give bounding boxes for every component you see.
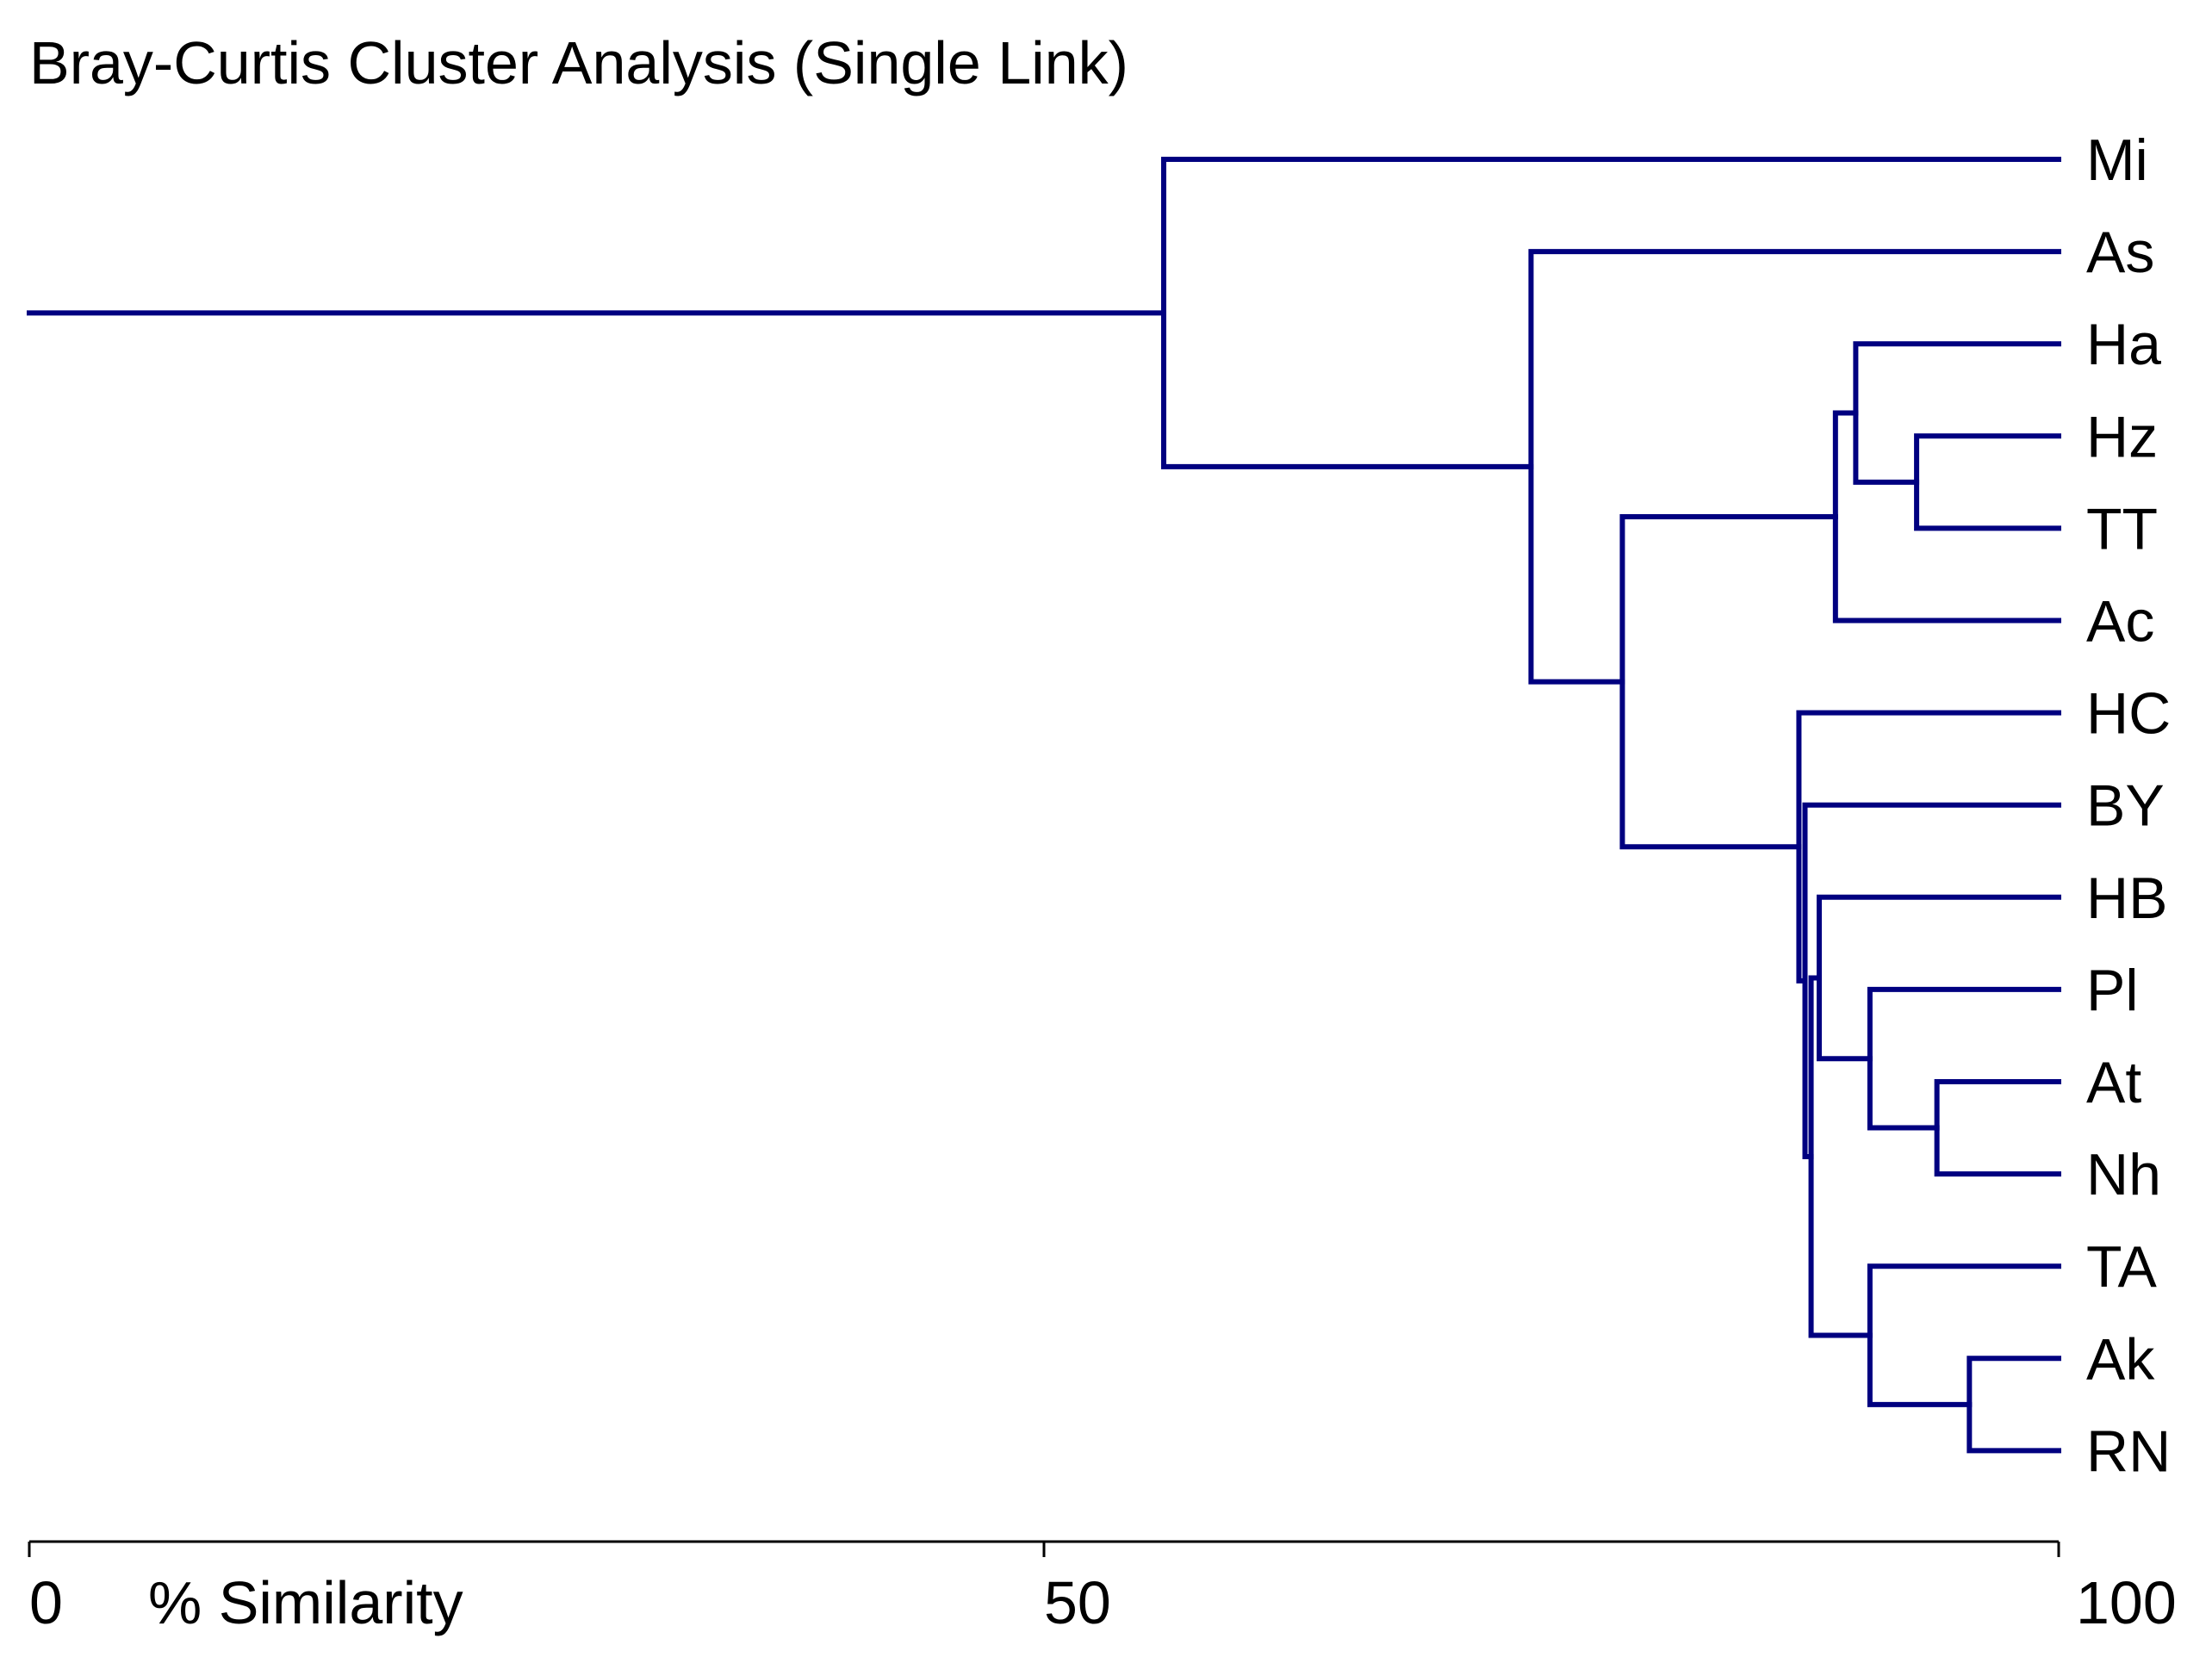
branch-c6: [1816, 894, 2061, 1062]
leaf-label-pl: Pl: [2086, 958, 2138, 1023]
leaf-label-hc: HC: [2086, 681, 2171, 747]
leaf-label-ta: TA: [2086, 1234, 2157, 1300]
leaf-label-mi: Mi: [2086, 127, 2148, 193]
leaf-label-hb: HB: [2086, 866, 2167, 931]
branch-c10: [1802, 802, 2061, 1160]
x-axis-label: % Similarity: [148, 1569, 463, 1636]
leaf-labels: Mi As Ha Hz TT Ac HC BY HB Pl At Nh TA Ak RN: [2086, 127, 2171, 1484]
chart-title: Bray-Curtis Cluster Analysis (Single Lin…: [29, 29, 1128, 96]
leaf-label-hz: Hz: [2086, 404, 2158, 469]
branch-c5: [1867, 986, 2061, 1131]
branch-c2: [1853, 341, 2061, 485]
branch-c8: [1867, 1263, 2061, 1407]
dendrogram-branches: [27, 157, 2061, 1454]
branch-c1: [1914, 433, 2061, 531]
leaf-label-rn: RN: [2086, 1418, 2171, 1484]
x-axis: 0 50 100 % Similarity: [28, 1540, 2177, 1636]
leaf-label-tt: TT: [2086, 496, 2158, 562]
leaf-label-nh: Nh: [2086, 1142, 2161, 1207]
x-tick-label-50: 50: [1044, 1569, 1111, 1636]
leaf-label-ha: Ha: [2086, 312, 2161, 377]
branch-c12: [1619, 514, 1838, 850]
branch-c4: [1934, 1079, 2061, 1177]
leaf-label-by: BY: [2086, 773, 2165, 839]
branch-c3: [1832, 410, 2061, 624]
branch-c13: [1528, 249, 2061, 685]
leaf-label-ak: Ak: [2086, 1326, 2155, 1392]
x-axis-ticks: 0 50 100: [28, 1542, 2177, 1636]
branch-c7: [1967, 1356, 2061, 1454]
leaf-label-ac: Ac: [2086, 589, 2154, 655]
branch-c14: [1161, 157, 2061, 469]
x-tick-label-100: 100: [2076, 1569, 2177, 1636]
leaf-label-at: At: [2086, 1050, 2141, 1115]
leaf-label-as: As: [2086, 220, 2154, 285]
branch-c11: [1796, 710, 2061, 984]
x-tick-label-0: 0: [29, 1569, 63, 1636]
